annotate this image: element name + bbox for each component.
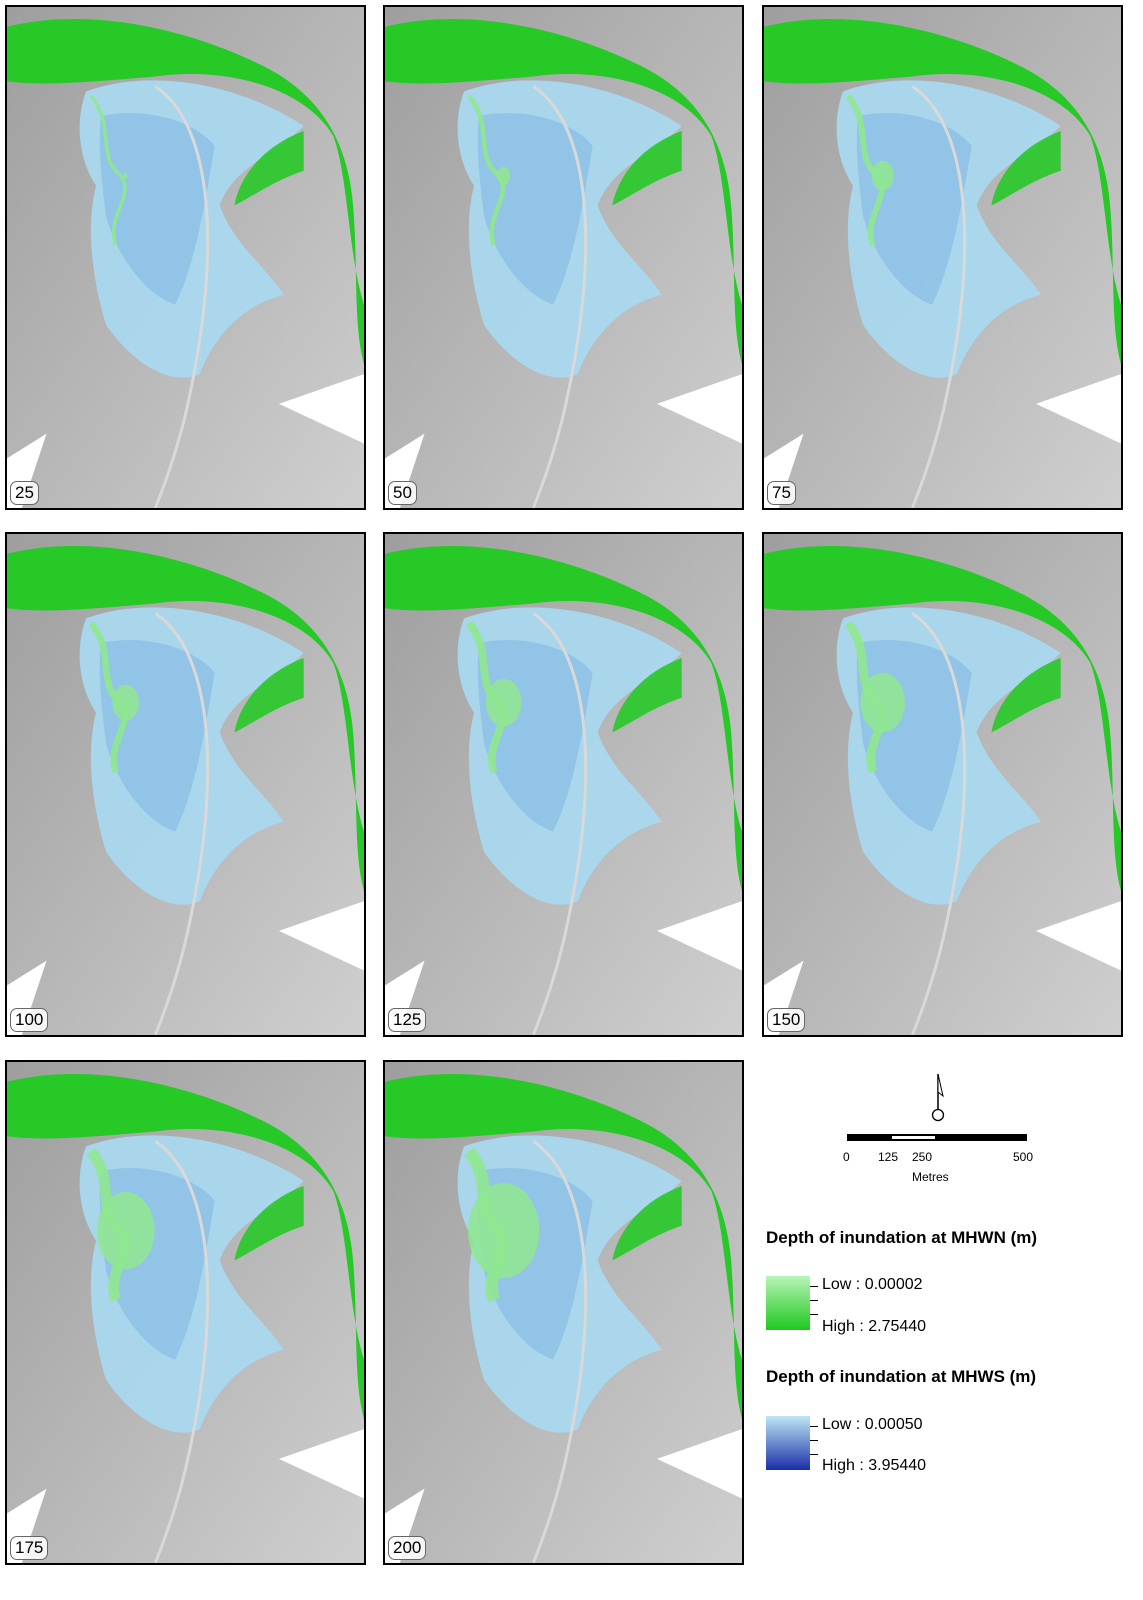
no-data-area	[656, 1429, 742, 1499]
mhwn-marsh-flooding	[496, 166, 511, 185]
mhwn-river	[7, 1074, 364, 1420]
panel-label: 175	[10, 1536, 49, 1560]
inundation-map	[7, 1062, 364, 1563]
scale-units-label: Metres	[912, 1170, 949, 1184]
map-panel-50: 50	[383, 5, 744, 510]
no-data-area	[1035, 374, 1121, 444]
legend-tick	[810, 1454, 818, 1455]
legend-swatch-mhws	[766, 1416, 810, 1470]
scale-bar	[847, 1134, 1027, 1141]
mhwn-marsh-flooding	[860, 672, 905, 733]
panel-label: 100	[10, 1008, 49, 1032]
embankment-line	[153, 85, 210, 508]
mhwn-river	[7, 546, 364, 892]
map-panel-200: 200	[383, 1060, 744, 1565]
mhwn-marsh-flooding	[485, 678, 522, 727]
map-panel-175: 175	[5, 1060, 366, 1565]
mhwn-tidal-creek	[234, 658, 304, 733]
no-data-area	[1035, 901, 1121, 971]
panel-label: 75	[767, 481, 796, 505]
mhwn-tidal-creek	[234, 1186, 304, 1261]
embankment-line	[910, 85, 967, 508]
mhwn-river	[764, 19, 1121, 365]
mhwn-river	[7, 19, 364, 365]
mhwn-marsh-flooding	[468, 1183, 540, 1279]
inundation-map	[7, 534, 364, 1035]
inundation-map	[385, 534, 742, 1035]
inundation-map	[764, 534, 1121, 1035]
map-panel-125: 125	[383, 532, 744, 1037]
no-data-area	[656, 901, 742, 971]
scale-tick-label: 500	[1013, 1150, 1034, 1164]
inundation-map	[385, 7, 742, 508]
legend-low-mhws: Low : 0.00050	[822, 1416, 923, 1433]
panel-label: 200	[388, 1536, 427, 1560]
embankment-line	[531, 1140, 588, 1563]
legend-low-mhwn: Low : 0.00002	[822, 1276, 923, 1293]
scale-tick-label: 0	[843, 1150, 850, 1164]
map-panel-150: 150	[762, 532, 1123, 1037]
legend-tick	[810, 1286, 818, 1287]
legend-tick	[810, 1426, 818, 1427]
inundation-map	[7, 7, 364, 508]
panel-label: 25	[10, 481, 39, 505]
inundation-map	[385, 1062, 742, 1563]
mhwn-tidal-creek	[612, 131, 682, 206]
mhwn-tidal-creek	[612, 658, 682, 733]
legend-title-mhwn: Depth of inundation at MHWN (m)	[766, 1228, 1038, 1247]
mhwn-marsh-flooding	[96, 1191, 155, 1270]
mhwn-river	[385, 1074, 742, 1420]
legend-swatch-mhwn	[766, 1276, 810, 1330]
embankment-line	[910, 612, 967, 1035]
panel-label: 50	[388, 481, 417, 505]
no-data-area	[656, 374, 742, 444]
map-panel-25: 25	[5, 5, 366, 510]
north-arrow-icon	[931, 1073, 945, 1122]
legend-tick	[810, 1300, 818, 1301]
embankment-line	[531, 612, 588, 1035]
mhwn-marsh-flooding	[871, 160, 894, 191]
inundation-map	[764, 7, 1121, 508]
no-data-area	[278, 1429, 364, 1499]
legend-tick	[810, 1440, 818, 1441]
embankment-line	[153, 1140, 210, 1563]
legend-tick	[810, 1314, 818, 1315]
mhwn-marsh-flooding	[112, 684, 140, 721]
mhwn-tidal-creek	[612, 1186, 682, 1261]
embankment-line	[153, 612, 210, 1035]
legend-title-mhws: Depth of inundation at MHWS (m)	[766, 1367, 1037, 1386]
mhwn-tidal-creek	[991, 658, 1061, 733]
legend-high-mhwn: High : 2.75440	[822, 1318, 927, 1335]
no-data-area	[278, 374, 364, 444]
scale-tick-label: 125	[878, 1150, 899, 1164]
panel-label: 125	[388, 1008, 427, 1032]
map-panel-100: 100	[5, 532, 366, 1037]
mhwn-river	[385, 546, 742, 892]
legend-high-mhws: High : 3.95440	[822, 1457, 927, 1474]
mhwn-marsh-channel	[89, 95, 127, 246]
embankment-line	[531, 85, 588, 508]
mhwn-marsh-flooding	[123, 172, 128, 179]
mhwn-tidal-creek	[991, 131, 1061, 206]
scale-tick-label: 250	[912, 1150, 933, 1164]
map-panel-75: 75	[762, 5, 1123, 510]
mhws-deeper-area	[99, 113, 215, 305]
no-data-area	[278, 901, 364, 971]
mhwn-tidal-creek	[234, 131, 304, 206]
mhws-deeper-area	[856, 113, 972, 305]
panel-label: 150	[767, 1008, 806, 1032]
mhws-deeper-area	[477, 113, 593, 305]
mhwn-river	[385, 19, 742, 365]
mhwn-river	[764, 546, 1121, 892]
